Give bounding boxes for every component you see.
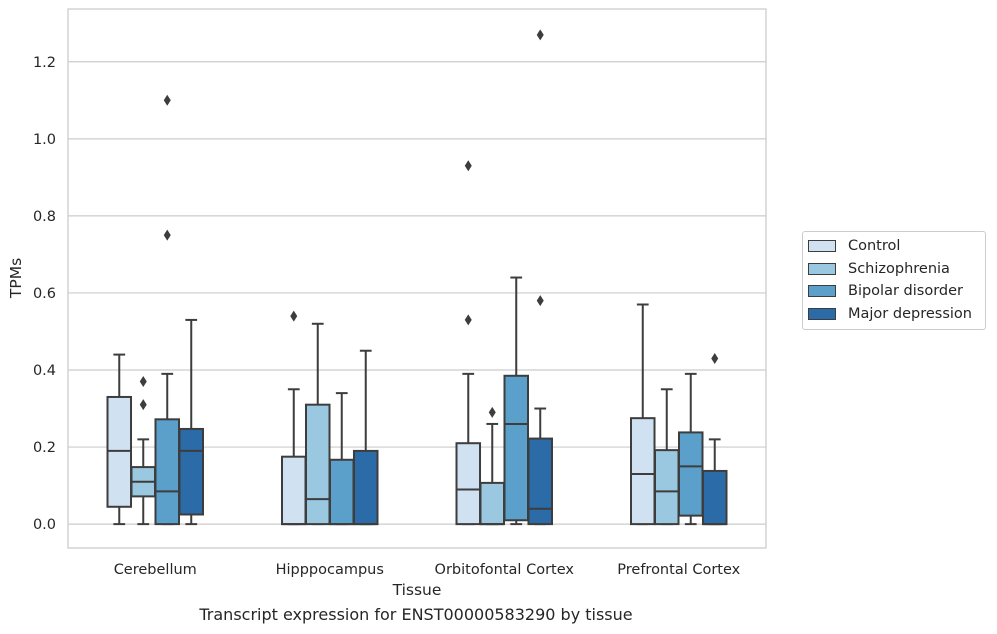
y-tick-labels: 0.0 0.2 0.4 0.6 0.8 1.0 1.2 [33, 55, 56, 533]
box-2-2 [503, 276, 530, 526]
box-iqr [328, 458, 355, 526]
legend-item: Major depression [803, 303, 985, 326]
box-3-2 [677, 372, 704, 526]
box-iqr [304, 403, 331, 526]
box-0-2 [154, 94, 181, 526]
box-iqr [701, 469, 728, 526]
legend-item: Control [803, 235, 985, 258]
y-tick-label: 0.8 [33, 209, 56, 225]
box-3-0 [630, 303, 656, 526]
y-tick-label: 0.6 [33, 286, 56, 302]
legend-swatch [808, 240, 836, 253]
legend-label: Major depression [848, 305, 972, 322]
legend-label: Control [848, 238, 901, 255]
box-1-3 [352, 349, 379, 526]
x-tick-label: Cerebellum [114, 562, 197, 578]
box-1-0 [281, 310, 307, 526]
legend: Control Schizophrenia Bipolar disorder Majo… [802, 231, 986, 330]
box-2-0 [455, 160, 482, 526]
x-axis-label: Tissue [392, 581, 442, 599]
box-3-1 [653, 388, 680, 526]
box-2-3 [527, 29, 553, 526]
outlier-point [536, 295, 544, 307]
outlier-point [139, 399, 147, 411]
box-0-0 [106, 353, 133, 526]
outlier-point [163, 94, 171, 106]
box-0-1 [130, 376, 157, 526]
plot-frame [67, 8, 767, 549]
legend-swatch [808, 285, 836, 298]
outlier-point [139, 376, 147, 388]
x-tick-label: Prefrontal Cortex [617, 562, 740, 578]
box-iqr [630, 417, 656, 526]
box-iqr [653, 449, 680, 526]
box-iqr [352, 449, 379, 526]
legend-item: Schizophrenia [803, 258, 985, 281]
x-tick-label: Orbitofontal Cortex [435, 562, 575, 578]
box-1-2 [328, 392, 355, 526]
x-tick-labels: Cerebellum Hipppocampus Orbitofontal Corte… [114, 562, 741, 578]
box-1-1 [304, 322, 331, 526]
outlier-point [464, 160, 472, 172]
outlier-point [290, 310, 298, 322]
box-layer [106, 29, 728, 526]
box-iqr [281, 455, 307, 526]
box-iqr [479, 481, 506, 526]
outlier-point [488, 406, 496, 418]
y-tick-label: 0.0 [33, 517, 56, 533]
outlier-point [711, 352, 719, 364]
outlier-point [464, 314, 472, 326]
legend-swatch [808, 262, 836, 275]
outlier-point [163, 229, 171, 241]
legend-label: Schizophrenia [848, 260, 950, 277]
legend-item: Bipolar disorder [803, 280, 985, 303]
box-iqr [178, 427, 204, 516]
legend-label: Bipolar disorder [848, 283, 963, 300]
box-0-3 [178, 318, 204, 526]
y-tick-label: 1.2 [33, 55, 56, 71]
box-iqr [527, 437, 553, 526]
y-tick-label: 0.4 [33, 363, 56, 379]
box-2-1 [479, 406, 506, 526]
box-iqr [455, 442, 482, 526]
legend-swatch [808, 307, 836, 320]
y-tick-label: 0.2 [33, 440, 56, 456]
x-tick-label: Hipppocampus [276, 562, 384, 578]
y-axis-label: TPMs [7, 258, 25, 299]
box-iqr [154, 418, 181, 526]
box-3-3 [701, 352, 728, 526]
box-iqr [503, 374, 530, 522]
outlier-point [536, 29, 544, 41]
y-tick-label: 1.0 [33, 132, 56, 148]
figure-caption: Transcript expression for ENST0000058329… [199, 605, 633, 624]
box-iqr [677, 431, 704, 517]
